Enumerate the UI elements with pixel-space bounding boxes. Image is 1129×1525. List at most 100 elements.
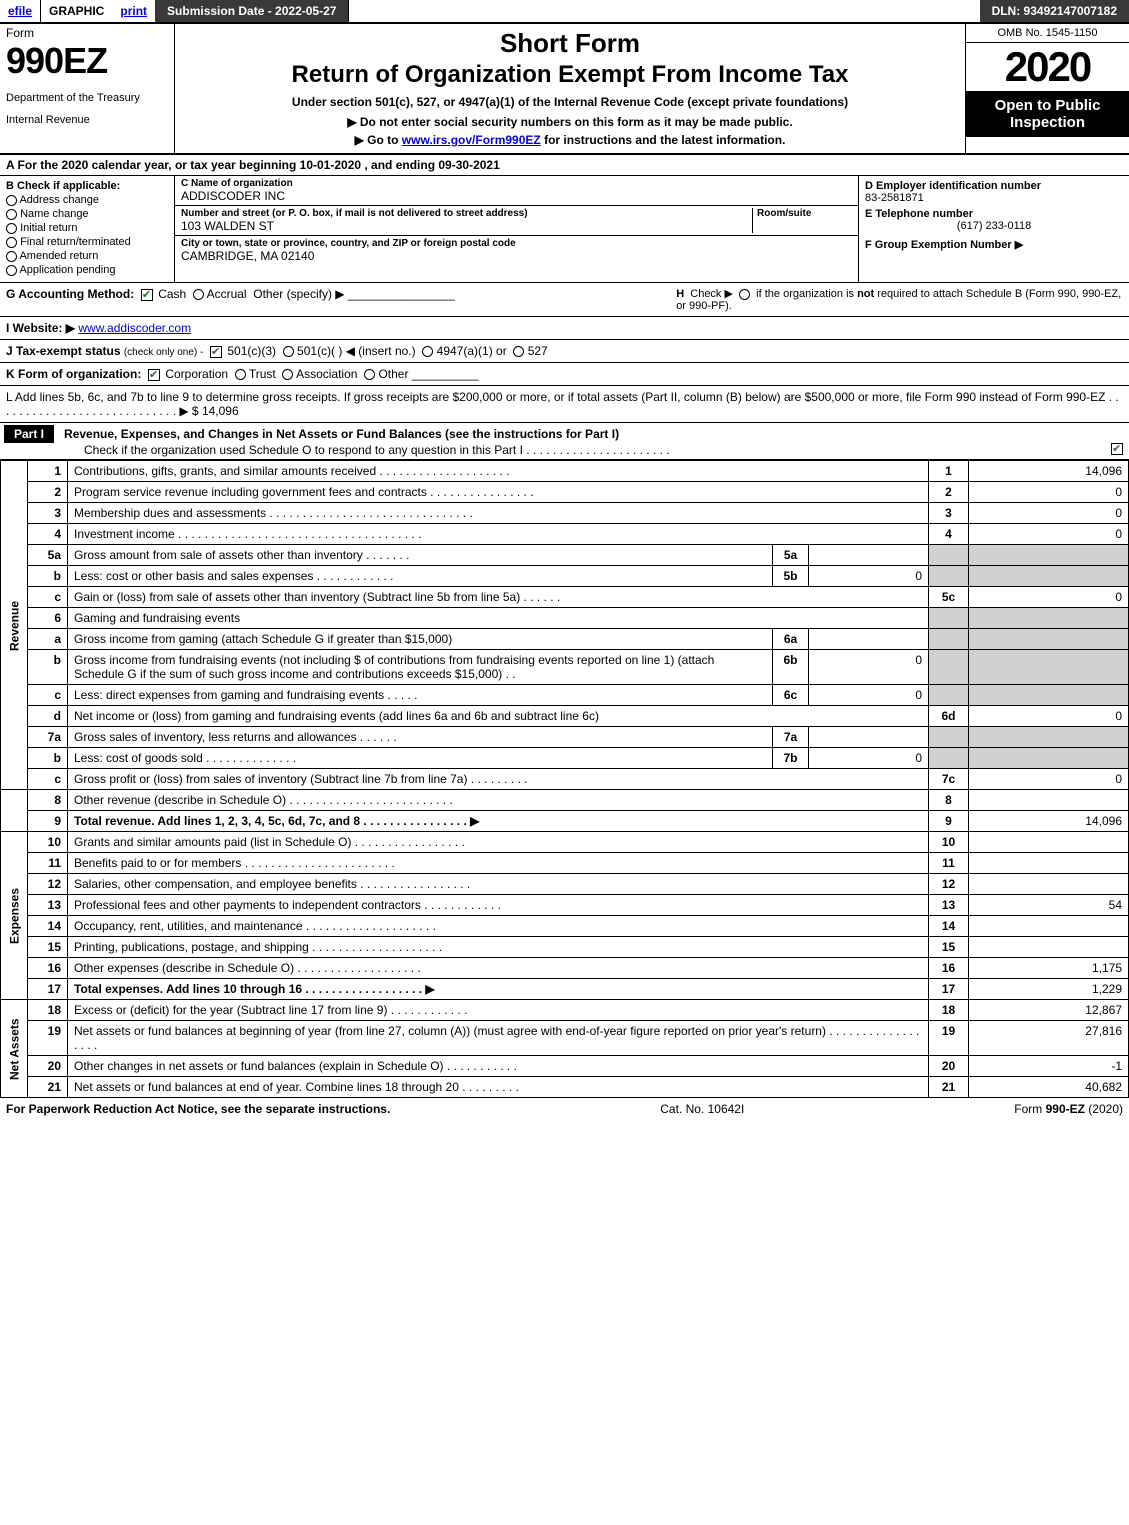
check-pending[interactable]: Application pending bbox=[6, 264, 168, 276]
j-sub: (check only one) - bbox=[124, 347, 203, 358]
form-number: 990EZ bbox=[6, 40, 168, 82]
l6b-grey-amt bbox=[969, 650, 1129, 685]
l21-desc: Net assets or fund balances at end of ye… bbox=[68, 1077, 929, 1098]
l18-amount: 12,867 bbox=[969, 1000, 1129, 1021]
part1-schedule-o-checkbox[interactable] bbox=[1111, 443, 1123, 455]
section-b: B Check if applicable: Address change Na… bbox=[0, 176, 175, 282]
accrual-label: Accrual bbox=[207, 287, 247, 301]
l15-num: 15 bbox=[28, 937, 68, 958]
tel-value: (617) 233-0118 bbox=[865, 220, 1123, 232]
l6c-grey-amt bbox=[969, 685, 1129, 706]
l6a-grey bbox=[929, 629, 969, 650]
part1-title: Revenue, Expenses, and Changes in Net As… bbox=[64, 427, 619, 441]
l12-amount bbox=[969, 874, 1129, 895]
irs-link[interactable]: www.irs.gov/Form990EZ bbox=[402, 133, 541, 147]
efile-link[interactable]: efile bbox=[0, 0, 41, 22]
check-amended[interactable]: Amended return bbox=[6, 250, 168, 262]
row-gh: G Accounting Method: Cash Accrual Other … bbox=[0, 283, 1129, 317]
h-text: H Check ▶ if the organization is not req… bbox=[676, 287, 1123, 312]
l5a-grey bbox=[929, 545, 969, 566]
l5b-num: b bbox=[28, 566, 68, 587]
l10-rn: 10 bbox=[929, 832, 969, 853]
org-address: 103 WALDEN ST bbox=[181, 219, 752, 233]
check-initial[interactable]: Initial return bbox=[6, 222, 168, 234]
tel-label: E Telephone number bbox=[865, 208, 1123, 220]
l14-rn: 14 bbox=[929, 916, 969, 937]
l20-num: 20 bbox=[28, 1056, 68, 1077]
527-label: 527 bbox=[528, 344, 548, 358]
l18-desc: Excess or (deficit) for the year (Subtra… bbox=[68, 1000, 929, 1021]
check-address[interactable]: Address change bbox=[6, 194, 168, 206]
footer: For Paperwork Reduction Act Notice, see … bbox=[0, 1098, 1129, 1120]
l6-desc: Gaming and fundraising events bbox=[68, 608, 929, 629]
l17-amount: 1,229 bbox=[969, 979, 1129, 1000]
l6-grey bbox=[929, 608, 969, 629]
lines-table: Revenue 1 Contributions, gifts, grants, … bbox=[0, 460, 1129, 1098]
g-label: G Accounting Method: bbox=[6, 287, 134, 301]
l7b-sn: 7b bbox=[773, 748, 809, 769]
check-address-label: Address change bbox=[19, 194, 99, 206]
l21-num: 21 bbox=[28, 1077, 68, 1098]
l7c-desc: Gross profit or (loss) from sales of inv… bbox=[68, 769, 929, 790]
l8-amount bbox=[969, 790, 1129, 811]
accrual-radio[interactable] bbox=[193, 289, 204, 300]
501c-radio[interactable] bbox=[283, 346, 294, 357]
l14-desc: Occupancy, rent, utilities, and maintena… bbox=[68, 916, 929, 937]
l7c-rn: 7c bbox=[929, 769, 969, 790]
l6b-num: b bbox=[28, 650, 68, 685]
l5a-grey-amt bbox=[969, 545, 1129, 566]
4947-radio[interactable] bbox=[422, 346, 433, 357]
l7b-grey bbox=[929, 748, 969, 769]
footer-center: Cat. No. 10642I bbox=[660, 1102, 744, 1116]
l5b-sa: 0 bbox=[809, 566, 929, 587]
527-radio[interactable] bbox=[513, 346, 524, 357]
l17-desc: Total expenses. Add lines 10 through 16 … bbox=[68, 979, 929, 1000]
return-title: Return of Organization Exempt From Incom… bbox=[181, 61, 959, 89]
l9-num: 9 bbox=[28, 811, 68, 832]
check-final[interactable]: Final return/terminated bbox=[6, 236, 168, 248]
other-radio[interactable] bbox=[364, 369, 375, 380]
l6c-sn: 6c bbox=[773, 685, 809, 706]
ein-label: D Employer identification number bbox=[865, 180, 1123, 192]
l14-amount bbox=[969, 916, 1129, 937]
l20-rn: 20 bbox=[929, 1056, 969, 1077]
note2-post: for instructions and the latest informat… bbox=[541, 133, 786, 147]
i-label: I Website: ▶ bbox=[6, 321, 75, 335]
note-goto: ▶ Go to www.irs.gov/Form990EZ for instru… bbox=[181, 133, 959, 147]
l9-amount: 14,096 bbox=[969, 811, 1129, 832]
l6a-sn: 6a bbox=[773, 629, 809, 650]
assoc-radio[interactable] bbox=[282, 369, 293, 380]
501c3-checkbox[interactable] bbox=[210, 346, 222, 358]
l7b-grey-amt bbox=[969, 748, 1129, 769]
l6-grey-amt bbox=[969, 608, 1129, 629]
l7a-desc: Gross sales of inventory, less returns a… bbox=[68, 727, 773, 748]
l19-amount: 27,816 bbox=[969, 1021, 1129, 1056]
expenses-side-label: Expenses bbox=[1, 832, 28, 1000]
trust-radio[interactable] bbox=[235, 369, 246, 380]
website-link[interactable]: www.addiscoder.com bbox=[78, 321, 191, 335]
top-bar: efile GRAPHIC print Submission Date - 20… bbox=[0, 0, 1129, 24]
l-text: L Add lines 5b, 6c, and 7b to line 9 to … bbox=[6, 390, 1119, 418]
l6c-sa: 0 bbox=[809, 685, 929, 706]
l6b-desc: Gross income from fundraising events (no… bbox=[68, 650, 773, 685]
l3-num: 3 bbox=[28, 503, 68, 524]
l8-num: 8 bbox=[28, 790, 68, 811]
print-link[interactable]: print bbox=[112, 0, 155, 22]
l6c-grey bbox=[929, 685, 969, 706]
l3-desc: Membership dues and assessments . . . . … bbox=[68, 503, 929, 524]
note2-pre: ▶ Go to bbox=[355, 133, 402, 147]
graphic-label: GRAPHIC bbox=[41, 0, 112, 22]
check-final-label: Final return/terminated bbox=[20, 236, 131, 248]
l7a-grey bbox=[929, 727, 969, 748]
form-id-col: Form 990EZ Department of the Treasury In… bbox=[0, 24, 175, 153]
check-name[interactable]: Name change bbox=[6, 208, 168, 220]
corp-checkbox[interactable] bbox=[148, 369, 160, 381]
l13-num: 13 bbox=[28, 895, 68, 916]
h-radio[interactable] bbox=[739, 289, 750, 300]
cash-checkbox[interactable] bbox=[141, 289, 153, 301]
row-a-tax-year: A For the 2020 calendar year, or tax yea… bbox=[0, 155, 1129, 176]
ein-value: 83-2581871 bbox=[865, 192, 1123, 204]
l15-rn: 15 bbox=[929, 937, 969, 958]
l11-amount bbox=[969, 853, 1129, 874]
assoc-label: Association bbox=[296, 367, 357, 381]
